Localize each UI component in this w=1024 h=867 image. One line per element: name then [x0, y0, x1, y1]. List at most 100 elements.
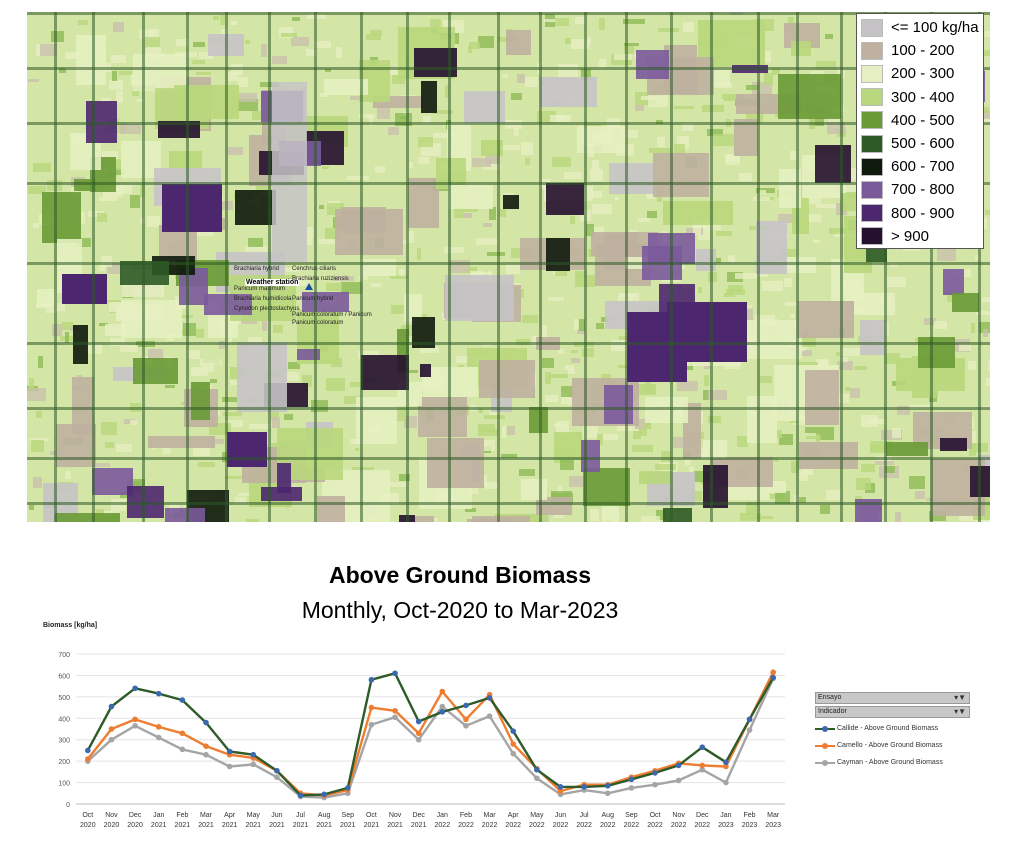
- data-point: [486, 713, 493, 719]
- data-point: [723, 779, 729, 786]
- legend-entry: 800 - 900: [861, 202, 979, 225]
- data-point: [155, 690, 162, 697]
- x-tick-year-label: 2022: [671, 822, 687, 829]
- legend-entry: 400 - 500: [861, 109, 979, 132]
- data-point: [463, 722, 469, 729]
- data-point: [155, 724, 162, 730]
- legend-entry: 500 - 600: [861, 132, 979, 155]
- x-tick-label: Nov: [389, 812, 402, 819]
- trial-plot-labels: Brachiaria hybrid Cenchrus ciliaris Brachi…: [234, 262, 372, 340]
- legend-swatch: [861, 88, 883, 107]
- data-point: [770, 669, 776, 676]
- line-chart: 0 100 200 300 400 500 600 700 Oct 2020 Nov 2020 Dec 2…: [58, 652, 785, 829]
- x-tick-year-label: 2020: [104, 822, 120, 829]
- x-tick-label: Oct: [82, 812, 93, 819]
- plot-label: Panicum maximum: [234, 286, 286, 292]
- biomass-map-canvas: [27, 12, 990, 522]
- legend-entry: > 900: [861, 225, 979, 248]
- filter-icon[interactable]: ▾▼: [954, 693, 966, 702]
- plot-label: Brachiaria humidicola: [234, 296, 292, 302]
- map-legend: <= 100 kg/ha 100 - 200 200 - 300 300 - 400 4…: [856, 13, 984, 249]
- legend-swatch: [861, 134, 883, 153]
- data-point: [179, 730, 186, 737]
- data-point: [203, 743, 209, 749]
- x-tick-label: Jan: [720, 812, 731, 819]
- x-tick-label: Jan: [437, 812, 448, 819]
- x-tick-year-label: 2022: [647, 822, 663, 829]
- x-tick-label: May: [247, 812, 261, 819]
- x-tick-year-label: 2022: [576, 822, 592, 829]
- data-point: [392, 670, 398, 677]
- weather-station-icon: [305, 283, 313, 290]
- y-tick-label: 400: [58, 716, 70, 723]
- series-line: [86, 671, 775, 797]
- data-point: [604, 782, 611, 789]
- x-tick-year-label: 2021: [340, 822, 356, 829]
- data-point: [85, 747, 91, 754]
- chart-title: Above Ground Biomass: [329, 562, 591, 588]
- data-point: [274, 767, 280, 774]
- legend-swatch: [861, 18, 883, 37]
- data-point: [675, 777, 682, 784]
- series-line: [86, 672, 775, 797]
- x-tick-year-label: 2021: [222, 822, 238, 829]
- indicador-filter[interactable]: Indicador ▾▼: [815, 706, 970, 718]
- x-tick-year-label: 2020: [80, 822, 96, 829]
- data-point: [368, 704, 375, 711]
- legend-swatch: [861, 157, 883, 176]
- x-tick-year-label: 2022: [600, 822, 616, 829]
- series-legend-item[interactable]: Callide - Above Ground Biomass: [815, 720, 970, 737]
- data-point: [132, 716, 138, 723]
- x-tick-year-label: 2021: [151, 822, 167, 829]
- data-point: [415, 730, 422, 737]
- data-point: [108, 703, 115, 710]
- series-legend: Callide - Above Ground Biomass Camello - …: [815, 720, 970, 771]
- legend-entry: 200 - 300: [861, 62, 979, 85]
- x-tick-year-label: 2021: [175, 822, 191, 829]
- data-point: [510, 728, 517, 734]
- data-point: [439, 709, 446, 715]
- plot-label: Panicum coloratum / Panicum: [292, 312, 372, 318]
- ensayo-filter[interactable]: Ensayo ▾▼: [815, 692, 970, 704]
- legend-label: 700 - 800: [891, 181, 955, 199]
- x-tick-label: Feb: [176, 812, 188, 819]
- data-point: [581, 784, 587, 790]
- x-tick-year-label: 2023: [742, 822, 758, 829]
- series-legend-item[interactable]: Camello - Above Ground Biomass: [815, 737, 970, 754]
- x-tick-year-label: 2022: [505, 822, 521, 829]
- x-tick-label: Mar: [484, 812, 497, 819]
- x-tick-year-label: 2021: [198, 822, 214, 829]
- x-tick-label: Nov: [672, 812, 685, 819]
- x-tick-year-label: 2021: [411, 822, 427, 829]
- data-point: [297, 792, 304, 799]
- data-point: [510, 750, 517, 757]
- data-point: [439, 703, 446, 710]
- data-point: [510, 741, 517, 747]
- legend-label: 100 - 200: [891, 42, 955, 60]
- series-legend-swatch: [815, 759, 835, 766]
- data-point: [155, 734, 162, 741]
- x-tick-label: Mar: [767, 812, 780, 819]
- x-tick-label: Jun: [555, 812, 566, 819]
- x-tick-year-label: 2021: [364, 822, 380, 829]
- data-point: [652, 781, 658, 788]
- legend-swatch: [861, 64, 883, 83]
- x-tick-label: Dec: [129, 812, 142, 819]
- x-tick-label: Oct: [366, 812, 377, 819]
- data-point: [486, 695, 493, 701]
- indicador-filter-label: Indicador: [818, 708, 847, 715]
- x-tick-year-label: 2022: [458, 822, 474, 829]
- filter-icon[interactable]: ▾▼: [954, 707, 966, 716]
- series-legend-label: Camello - Above Ground Biomass: [837, 742, 943, 749]
- x-tick-label: Nov: [105, 812, 118, 819]
- data-point: [699, 744, 706, 751]
- x-tick-label: Sep: [342, 812, 355, 819]
- data-point: [463, 716, 469, 723]
- y-tick-label: 0: [66, 802, 70, 809]
- data-point: [344, 785, 351, 791]
- data-point: [250, 761, 257, 768]
- x-tick-year-label: 2022: [482, 822, 498, 829]
- series-legend-item[interactable]: Cayman - Above Ground Biomass: [815, 754, 970, 771]
- data-point: [699, 766, 706, 773]
- series-legend-swatch: [815, 742, 835, 749]
